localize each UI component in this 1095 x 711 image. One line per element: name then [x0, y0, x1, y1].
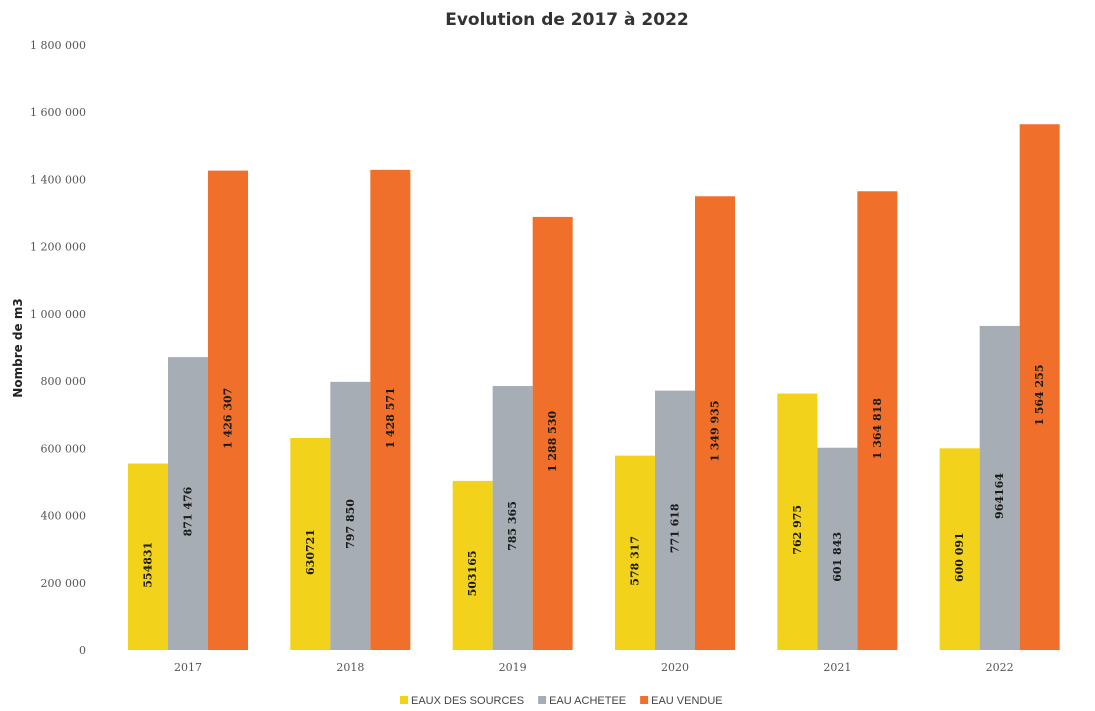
bar-group-2017: 554831 871 476 1 426 307	[128, 170, 248, 651]
data-label: 1 564 255	[1033, 364, 1046, 425]
x-tick-label: 2019	[499, 661, 527, 674]
x-tick-label: 2018	[336, 661, 364, 674]
data-label: 554831	[142, 542, 155, 588]
bar-group-2019: 503165 785 365 1 288 530	[452, 216, 573, 650]
data-label: 871 476	[182, 486, 195, 536]
legend: EAUX DES SOURCES EAU ACHETEE EAU VENDUE	[400, 695, 723, 707]
bar	[492, 386, 533, 650]
bar	[290, 438, 331, 650]
legend-item: EAU ACHETEE	[538, 695, 626, 707]
legend-item: EAUX DES SOURCES	[400, 695, 524, 707]
data-label: 1 349 935	[709, 401, 722, 462]
bar-group-2022: 600 091 964164 1 564 255	[939, 124, 1060, 650]
data-label: 578 317	[629, 536, 642, 586]
x-tick-label: 2021	[823, 661, 851, 674]
y-axis-ticks: 0 200 000 400 000 600 000 800 000 1 000 000 1 …	[30, 39, 86, 657]
y-tick-label: 1 600 000	[30, 106, 86, 119]
bar	[939, 448, 980, 650]
bar-group-2020: 578 317 771 618 1 349 935	[615, 196, 735, 650]
y-tick-label: 1 400 000	[30, 173, 86, 186]
y-tick-label: 800 000	[41, 375, 87, 388]
bar	[615, 455, 655, 650]
y-axis-label: Nombre de m3	[11, 298, 25, 397]
legend-label: EAU VENDUE	[651, 695, 723, 707]
legend-swatch	[400, 696, 408, 704]
data-label: 630721	[304, 529, 317, 575]
bar	[452, 480, 493, 650]
x-axis-ticks: 2017 2018 2019 2020 2021 2022	[174, 661, 1014, 674]
chart-title: Evolution de 2017 à 2022	[445, 10, 689, 30]
y-tick-label: 1 200 000	[30, 241, 86, 254]
bar	[655, 390, 695, 650]
bar	[777, 393, 818, 650]
legend-item: EAU VENDUE	[640, 695, 723, 707]
legend-swatch	[640, 696, 649, 704]
bar	[1019, 124, 1060, 650]
x-tick-label: 2017	[174, 661, 202, 674]
legend-swatch	[538, 696, 547, 704]
y-tick-label: 1 000 000	[30, 308, 86, 321]
bar	[208, 170, 248, 651]
data-label: 785 365	[506, 501, 519, 551]
bar	[857, 191, 898, 650]
bar-group-2021: 762 975 601 843 1 364 818	[777, 191, 898, 650]
bar	[695, 196, 735, 650]
bar	[817, 447, 858, 650]
bar	[532, 216, 573, 650]
data-label: 797 850	[344, 499, 357, 549]
bar	[330, 381, 371, 650]
x-tick-label: 2020	[661, 661, 689, 674]
y-tick-label: 0	[79, 644, 86, 657]
data-label: 1 364 818	[871, 398, 884, 460]
bar	[168, 357, 208, 650]
data-label: 762 975	[791, 505, 804, 555]
bar	[128, 463, 168, 650]
data-label: 1 428 571	[384, 387, 397, 448]
data-label: 600 091	[953, 532, 966, 582]
data-label: 1 288 530	[546, 410, 559, 472]
legend-label: EAUX DES SOURCES	[411, 695, 524, 707]
x-tick-label: 2022	[986, 661, 1014, 674]
legend-label: EAU ACHETEE	[549, 695, 626, 707]
data-label: 503165	[466, 550, 479, 596]
y-tick-label: 400 000	[41, 510, 87, 523]
y-tick-label: 600 000	[41, 442, 87, 455]
data-label: 1 426 307	[222, 388, 235, 449]
data-label: 771 618	[669, 503, 682, 553]
y-tick-label: 1 800 000	[30, 39, 86, 52]
bar	[979, 325, 1020, 650]
bar-groups: 554831 871 476 1 426 307 630721 797 850 1 428…	[128, 124, 1060, 651]
bar	[370, 169, 411, 650]
y-tick-label: 200 000	[41, 577, 87, 590]
data-label: 601 843	[831, 532, 844, 582]
bar-group-2018: 630721 797 850 1 428 571	[290, 169, 411, 650]
data-label: 964164	[993, 473, 1006, 519]
